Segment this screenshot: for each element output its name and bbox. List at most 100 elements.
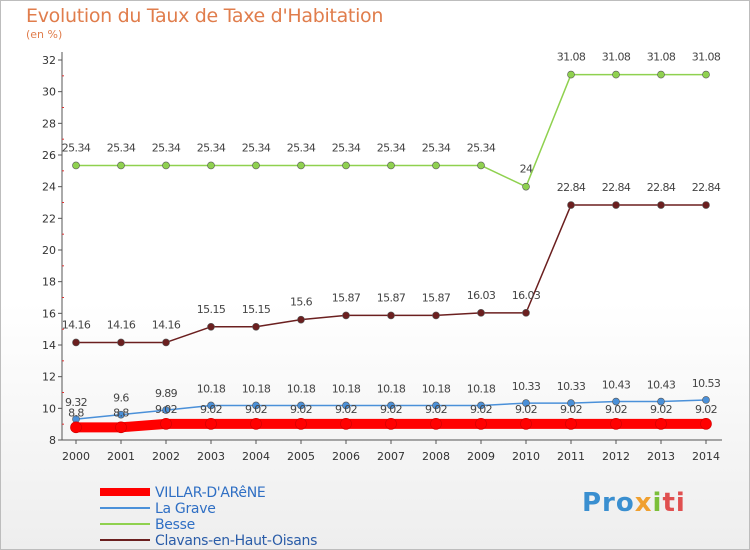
data-label: 25.34 xyxy=(242,141,271,154)
data-point xyxy=(162,338,170,347)
chart-unit: (en %) xyxy=(26,28,63,41)
proxiti-logo: Proxiti xyxy=(582,488,686,518)
data-label: 9.6 xyxy=(113,392,129,405)
data-point xyxy=(610,418,622,430)
data-label: 16.03 xyxy=(512,289,541,302)
data-point xyxy=(117,338,125,347)
data-point xyxy=(567,70,575,79)
data-point xyxy=(162,161,170,170)
x-tick-label: 2014 xyxy=(692,450,720,463)
data-label: 10.18 xyxy=(287,382,316,395)
data-point xyxy=(387,161,395,170)
data-point xyxy=(207,322,215,331)
data-label: 9.02 xyxy=(695,403,717,416)
data-point xyxy=(205,418,217,430)
data-point xyxy=(475,418,487,430)
data-point xyxy=(295,418,307,430)
data-point xyxy=(72,161,80,170)
data-point xyxy=(207,161,215,170)
data-label: 31.08 xyxy=(557,51,586,64)
data-label: 9.89 xyxy=(155,387,178,400)
y-tick-label: 26 xyxy=(42,149,56,162)
data-point xyxy=(612,397,620,406)
x-tick-label: 2006 xyxy=(332,450,360,463)
series-line-2 xyxy=(76,73,706,188)
data-label: 9.02 xyxy=(515,403,537,416)
data-label: 15.87 xyxy=(377,291,406,304)
y-tick-label: 22 xyxy=(42,212,56,225)
x-tick-label: 2008 xyxy=(422,450,450,463)
y-tick-label: 10 xyxy=(42,402,56,415)
data-point xyxy=(342,161,350,170)
data-label: 14.16 xyxy=(152,318,181,331)
x-tick-label: 2003 xyxy=(197,450,225,463)
data-label: 9.02 xyxy=(425,403,447,416)
data-label: 15.87 xyxy=(332,291,361,304)
data-point xyxy=(655,418,667,430)
data-point xyxy=(117,161,125,170)
y-tick-label: 8 xyxy=(49,434,56,447)
data-label: 31.08 xyxy=(692,51,721,64)
y-tick-label: 20 xyxy=(42,244,56,257)
data-point xyxy=(252,161,260,170)
data-label: 9.02 xyxy=(650,403,672,416)
legend-label: VILLAR-D'ARêNE xyxy=(155,485,265,501)
data-point xyxy=(522,182,530,191)
data-label: 15.87 xyxy=(422,291,451,304)
data-point xyxy=(477,309,485,317)
data-point xyxy=(117,410,125,419)
data-label: 24 xyxy=(520,163,533,176)
data-label: 10.18 xyxy=(332,382,361,395)
x-tick-label: 2009 xyxy=(467,450,495,463)
x-tick-label: 2002 xyxy=(152,450,180,463)
data-label: 10.18 xyxy=(377,382,406,395)
data-point xyxy=(252,322,260,331)
data-point xyxy=(207,401,215,410)
data-label: 15.15 xyxy=(242,303,271,316)
y-tick-label: 12 xyxy=(42,371,56,384)
logo-part-1: Pro xyxy=(582,488,635,518)
data-point xyxy=(297,315,305,324)
data-point xyxy=(162,406,170,414)
data-label: 9.02 xyxy=(155,403,177,416)
data-label: 31.08 xyxy=(602,51,631,64)
data-point xyxy=(342,311,350,320)
data-label: 9.02 xyxy=(605,403,627,416)
data-point xyxy=(252,401,260,410)
data-label: 10.33 xyxy=(557,380,586,393)
data-point xyxy=(250,418,262,430)
data-point xyxy=(432,401,440,410)
data-point xyxy=(522,309,530,317)
data-point xyxy=(702,201,710,209)
data-point xyxy=(72,338,80,347)
data-label: 16.03 xyxy=(467,289,496,302)
data-point xyxy=(702,396,710,404)
data-point xyxy=(115,421,127,434)
data-point xyxy=(387,311,395,320)
x-tick-label: 2012 xyxy=(602,450,630,463)
data-label: 31.08 xyxy=(647,51,676,64)
logo-part-3: i xyxy=(652,488,663,518)
data-label: 15.6 xyxy=(290,296,313,309)
y-tick-label: 28 xyxy=(42,117,56,130)
data-label: 10.18 xyxy=(242,382,271,395)
data-label: 9.02 xyxy=(470,403,492,416)
x-tick-label: 2005 xyxy=(287,450,315,463)
x-tick-label: 2007 xyxy=(377,450,405,463)
data-point xyxy=(477,161,485,170)
data-label: 10.18 xyxy=(467,382,496,395)
data-label: 8.8 xyxy=(68,406,84,419)
data-label: 9.02 xyxy=(245,403,267,416)
data-point xyxy=(477,401,485,410)
data-point xyxy=(612,201,620,209)
data-label: 9.32 xyxy=(65,396,87,409)
data-point xyxy=(160,418,172,430)
data-point xyxy=(340,418,352,430)
data-point xyxy=(565,418,577,430)
data-point xyxy=(522,399,530,407)
data-label: 25.34 xyxy=(197,141,226,154)
y-tick-label: 14 xyxy=(42,339,56,352)
legend-label: Besse xyxy=(155,517,195,533)
data-label: 22.84 xyxy=(647,181,676,194)
